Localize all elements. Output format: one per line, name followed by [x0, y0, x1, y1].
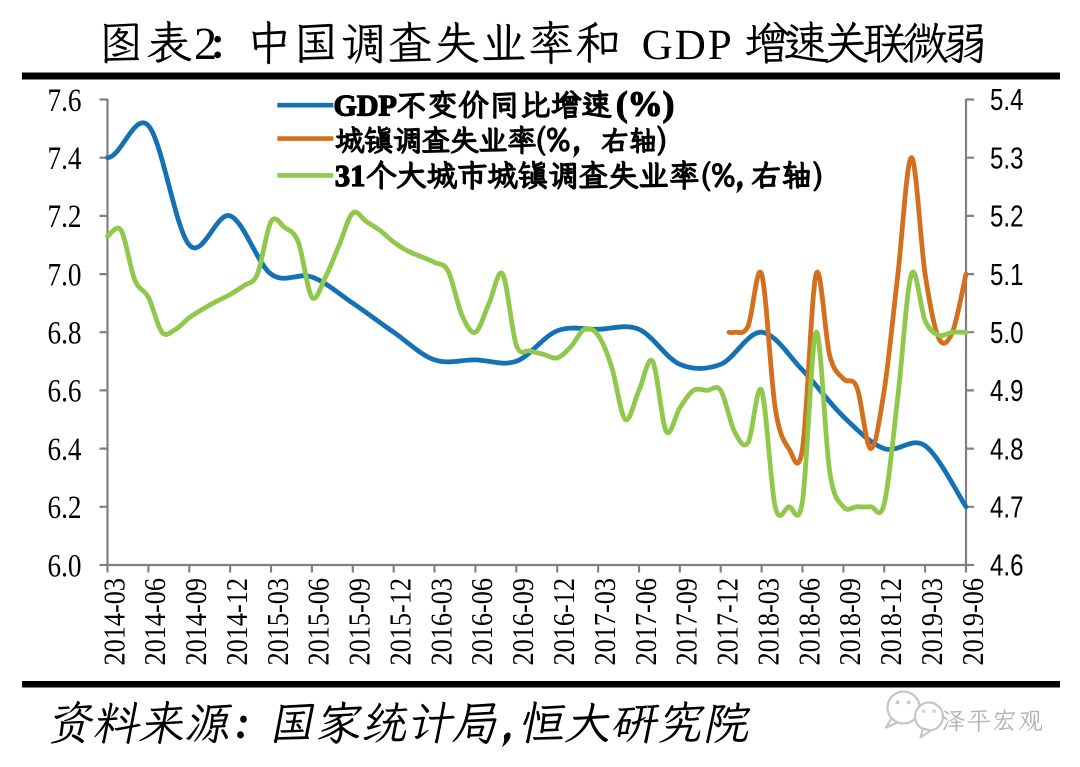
svg-text:4.8: 4.8 — [990, 432, 1024, 466]
svg-text:2016-06: 2016-06 — [465, 578, 499, 666]
svg-text:5.3: 5.3 — [990, 141, 1024, 175]
svg-text:2016-09: 2016-09 — [506, 578, 540, 666]
svg-text:2014-12: 2014-12 — [220, 578, 254, 666]
svg-text:7.0: 7.0 — [48, 257, 82, 293]
svg-text:2014-09: 2014-09 — [179, 578, 213, 666]
svg-text:7.6: 7.6 — [48, 83, 82, 119]
svg-text:2019-03: 2019-03 — [915, 578, 949, 666]
svg-text:5.0: 5.0 — [990, 316, 1024, 350]
svg-text:2015-03: 2015-03 — [261, 578, 295, 666]
svg-text:7.2: 7.2 — [48, 199, 82, 235]
svg-text:2016-03: 2016-03 — [424, 578, 458, 666]
svg-text:4.7: 4.7 — [990, 491, 1024, 525]
svg-text:5.4: 5.4 — [990, 83, 1024, 117]
svg-text:6.6: 6.6 — [48, 374, 82, 410]
svg-text:6.8: 6.8 — [48, 316, 82, 352]
svg-text:2019-06: 2019-06 — [956, 578, 990, 666]
svg-text:2014-03: 2014-03 — [97, 578, 131, 666]
svg-text:2017-03: 2017-03 — [588, 578, 622, 666]
svg-text:2018-03: 2018-03 — [751, 578, 785, 666]
svg-text:2017-09: 2017-09 — [670, 578, 704, 666]
svg-text:2017-12: 2017-12 — [711, 578, 745, 666]
svg-text:2016-12: 2016-12 — [547, 578, 581, 666]
svg-text:2018-09: 2018-09 — [833, 578, 867, 666]
svg-text:6.0: 6.0 — [48, 548, 82, 584]
svg-text:2014-06: 2014-06 — [138, 578, 172, 666]
svg-text:6.4: 6.4 — [48, 432, 82, 468]
svg-text:2015-09: 2015-09 — [343, 578, 377, 666]
svg-text:2015-12: 2015-12 — [384, 578, 418, 666]
svg-text:5.1: 5.1 — [990, 258, 1024, 292]
svg-text:2018-06: 2018-06 — [792, 578, 826, 666]
svg-text:4.9: 4.9 — [990, 374, 1024, 408]
svg-text:5.2: 5.2 — [990, 200, 1024, 234]
svg-text:7.4: 7.4 — [48, 141, 82, 177]
svg-text:4.6: 4.6 — [990, 549, 1024, 583]
svg-text:2017-06: 2017-06 — [629, 578, 663, 666]
svg-text:2015-06: 2015-06 — [302, 578, 336, 666]
svg-text:6.2: 6.2 — [48, 490, 82, 526]
svg-text:2018-12: 2018-12 — [874, 578, 908, 666]
